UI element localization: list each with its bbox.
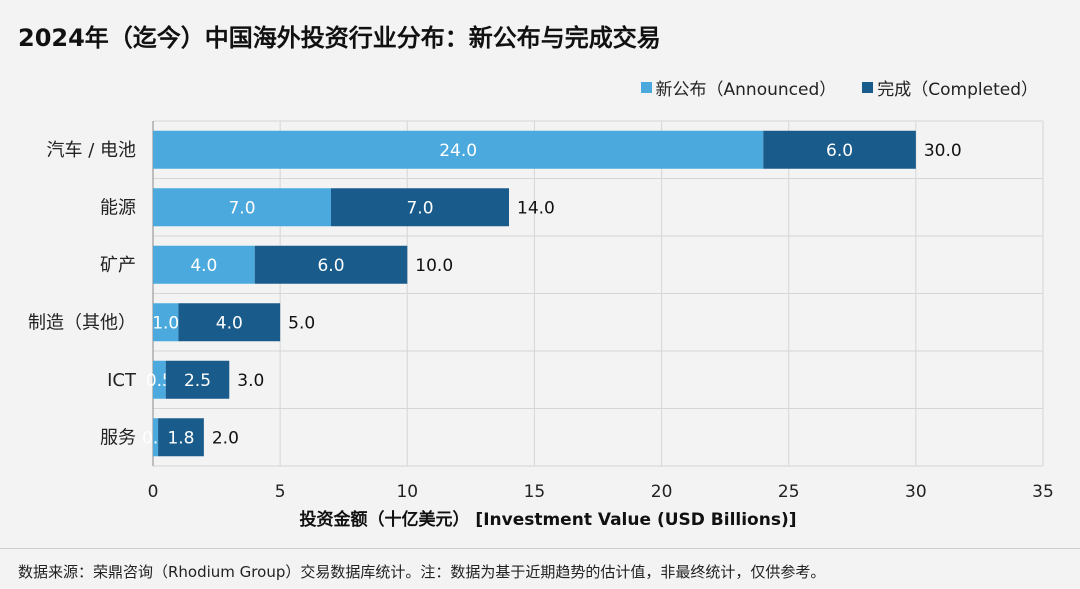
x-tick-label: 15: [524, 482, 546, 502]
bar-completed: [165, 360, 230, 399]
legend-item-completed: 完成（Completed）: [862, 75, 1038, 100]
footer-divider: [0, 548, 1080, 549]
bar-data-label: 24.0: [439, 141, 477, 161]
total-label: 30.0: [924, 141, 962, 161]
footer-source-note: 数据来源：荣鼎咨询（Rhodium Group）交易数据库统计。注：数据为基于近…: [18, 563, 826, 581]
legend-swatch-announced: [640, 82, 652, 93]
bar-data-label: 6.0: [826, 141, 853, 161]
category-label: ICT: [107, 370, 137, 391]
chart-title: 2024年（迄今）中国海外投资行业分布：新公布与完成交易: [18, 24, 661, 52]
bar-completed: [158, 418, 204, 457]
x-tick-label: 35: [1032, 482, 1054, 502]
x-tick-label: 30: [905, 482, 927, 502]
bar-data-label: 1.8: [167, 428, 194, 448]
bar-announced: [153, 188, 331, 227]
legend-label-announced: 新公布（Announced）: [655, 80, 837, 100]
bar-data-label: 4.0: [216, 313, 243, 333]
bar-data-label: 7.0: [406, 198, 433, 218]
bar-data-label: 7.0: [228, 198, 255, 218]
bar-completed: [178, 303, 281, 342]
total-label: 3.0: [237, 371, 264, 391]
total-label: 10.0: [415, 256, 453, 276]
category-label: 汽车 / 电池: [46, 140, 136, 161]
x-tick-label: 5: [275, 482, 286, 502]
legend-item-announced: 新公布（Announced）: [640, 75, 837, 100]
legend-label-completed: 完成（Completed）: [877, 80, 1038, 100]
bar-completed: [254, 245, 408, 284]
x-tick-label: 10: [396, 482, 418, 502]
x-tick-label: 20: [651, 482, 673, 502]
total-label: 14.0: [517, 198, 555, 218]
bar-announced: [153, 360, 166, 399]
bar-data-label: 4.0: [190, 256, 217, 276]
bar-data-label: 2.5: [184, 371, 211, 391]
total-label: 2.0: [212, 428, 239, 448]
x-tick-label: 25: [778, 482, 800, 502]
bar-data-label: 6.0: [317, 256, 344, 276]
x-tick-label: 0: [148, 482, 159, 502]
bar-data-label: 1.0: [152, 313, 179, 333]
bar-completed: [331, 188, 509, 227]
bar-completed: [763, 130, 916, 169]
bar-announced: [153, 303, 179, 342]
bar-announced: [153, 245, 255, 284]
category-label: 能源: [100, 197, 136, 218]
bar-announced: [153, 130, 764, 169]
legend: 新公布（Announced） 完成（Completed）: [640, 75, 1038, 100]
bar-announced: [153, 418, 159, 457]
legend-swatch-completed: [862, 82, 874, 93]
category-label: 矿产: [100, 255, 136, 276]
category-label: 服务: [100, 427, 136, 448]
category-label: 制造（其他）: [28, 312, 136, 333]
x-axis-title: 投资金额（十亿美元） [Investment Value (USD Billio…: [300, 509, 797, 530]
total-label: 5.0: [288, 313, 315, 333]
